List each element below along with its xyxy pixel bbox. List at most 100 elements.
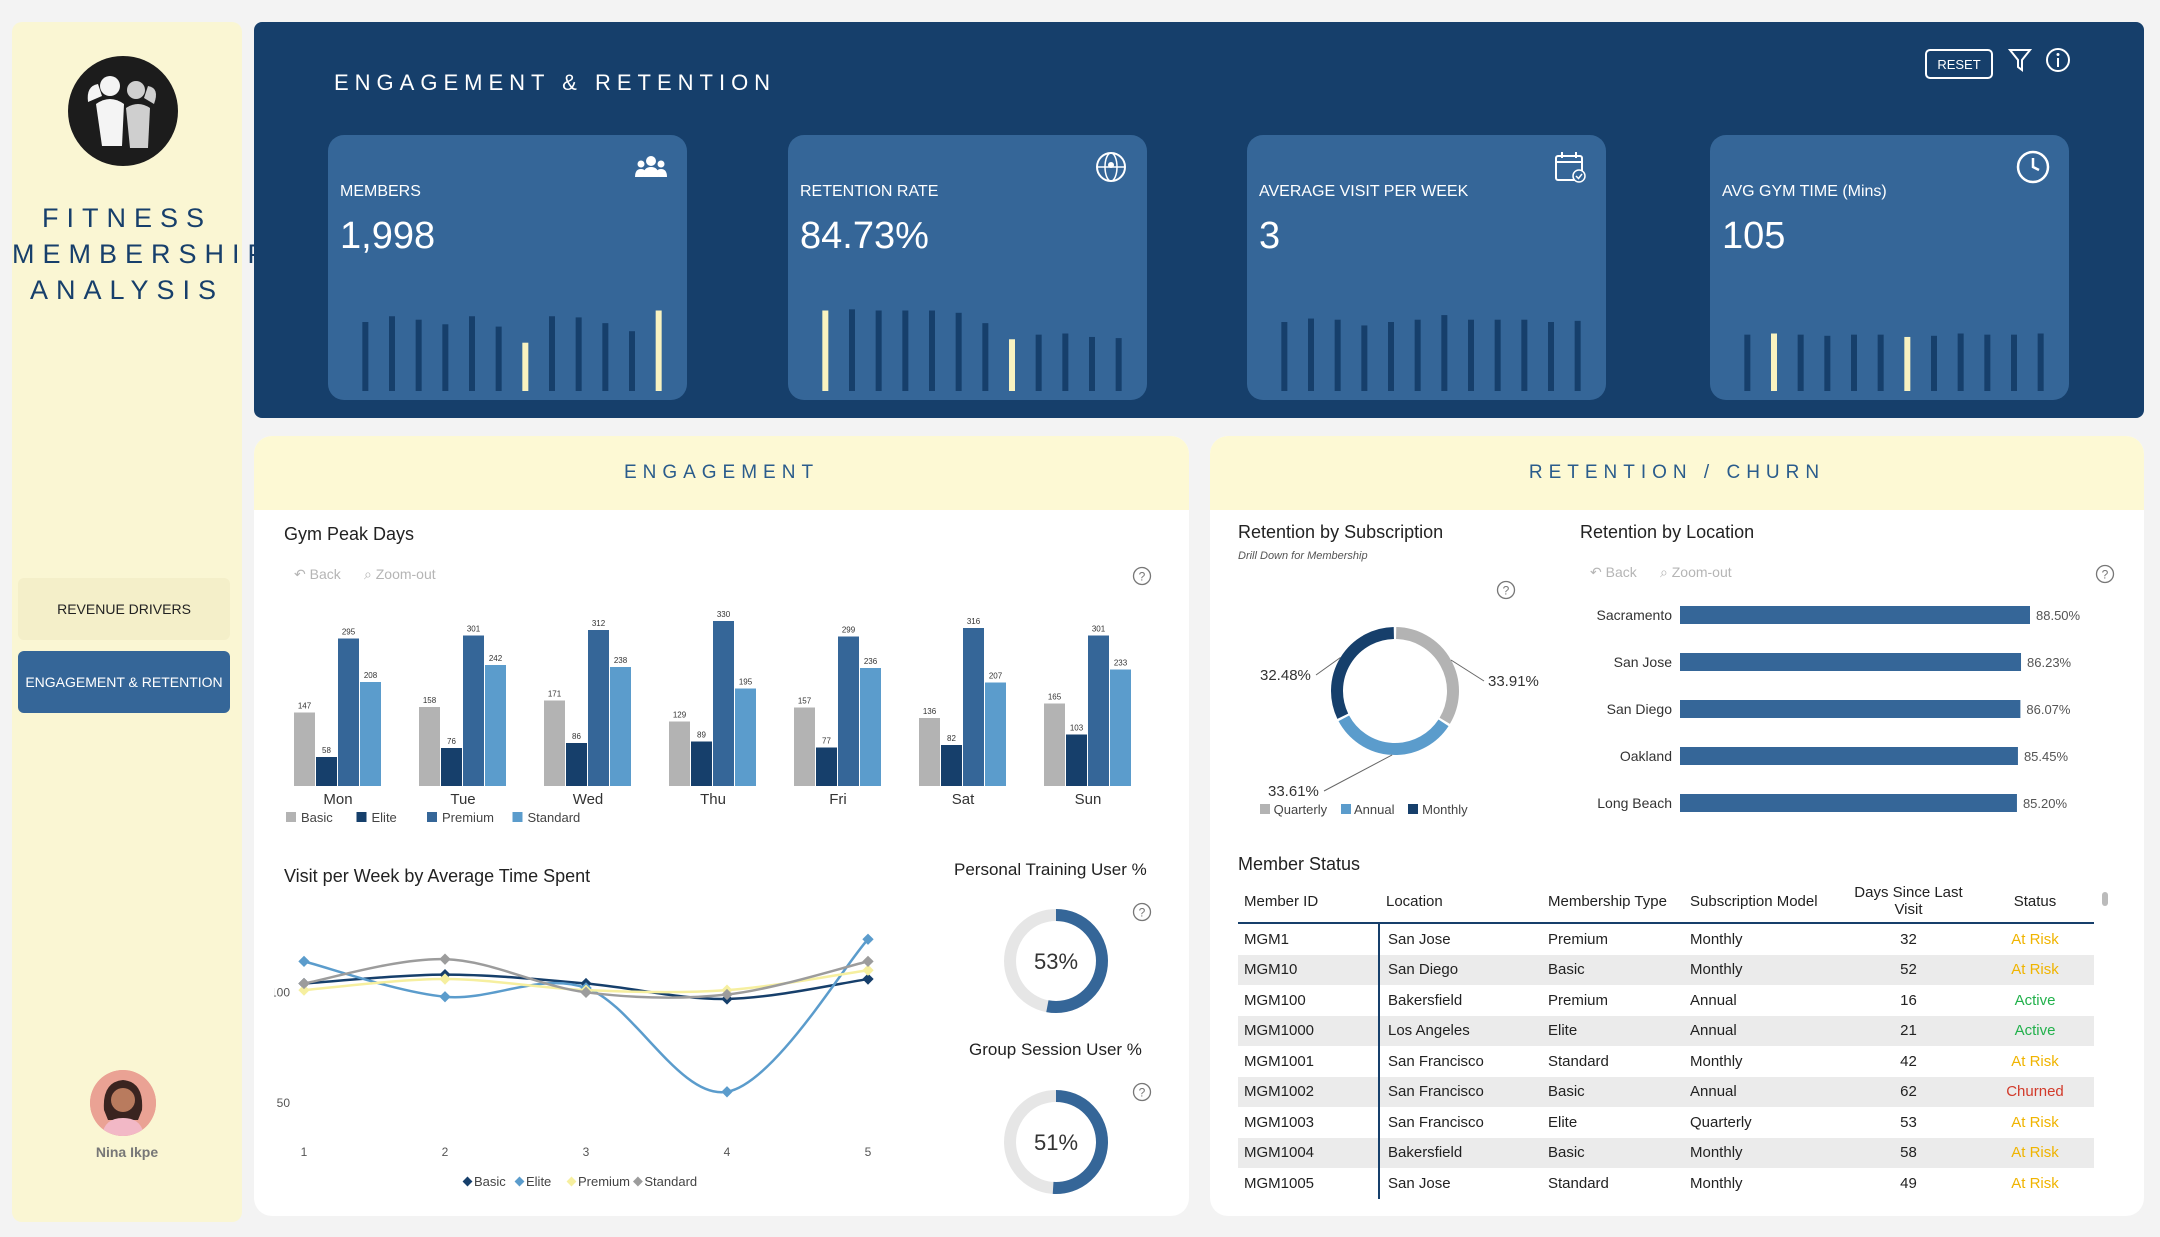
zoom-out-button[interactable]: ⌕ Zoom-out (364, 566, 436, 582)
data-label: 33.91% (1488, 673, 1539, 690)
table-row[interactable]: MGM1005 San Jose Standard Monthly 49 At Risk (1238, 1168, 2094, 1199)
user-name: Nina Ikpe (95, 1144, 159, 1160)
sparkline-bar (442, 324, 449, 391)
table-row[interactable]: MGM1001 San Francisco Standard Monthly 42 At … (1238, 1046, 2094, 1077)
back-button[interactable]: ↶ Back (1590, 564, 1637, 580)
sparkline-bar (495, 326, 502, 391)
table-row[interactable]: MGM1003 San Francisco Elite Quarterly 53 At R… (1238, 1107, 2094, 1138)
column-header[interactable]: Location (1386, 892, 1443, 910)
table-header: Member ID Location Membership Type Subsc… (1238, 880, 2094, 924)
nav-revenue-drivers[interactable]: REVENUE DRIVERS (18, 578, 230, 640)
legend-label: Quarterly (1273, 802, 1328, 817)
svg-text:?: ? (2102, 568, 2109, 582)
filter-icon[interactable] (2006, 46, 2034, 74)
kpi-label: RETENTION RATE (800, 183, 939, 200)
data-label: 171 (548, 690, 562, 699)
legend-item: Quarterly (1260, 802, 1327, 817)
leader-line (1450, 659, 1485, 682)
status-cell: Churned (2006, 1083, 2064, 1101)
table-cell: San Francisco (1378, 1046, 1544, 1077)
pt-users-gauge: 53% (1004, 909, 1108, 1013)
back-label: Back (1605, 564, 1637, 580)
data-label: 32.48% (1260, 667, 1311, 684)
y-tick-label: 100 (274, 985, 290, 999)
sparkline-bar (1089, 336, 1095, 391)
brand-line: ANALYSIS (29, 275, 225, 305)
column-header[interactable]: Subscription Model (1690, 892, 1818, 910)
data-label: 88.50% (2036, 608, 2081, 623)
legend-label: Basic (474, 1174, 506, 1189)
x-tick-label: Sat (952, 791, 975, 808)
table-cell: Annual (1690, 1022, 1737, 1040)
bar (294, 712, 315, 786)
legend-swatch (462, 1176, 473, 1187)
column-header[interactable]: Status (2013, 892, 2057, 910)
zoom-out-button[interactable]: ⌕ Zoom-out (1660, 564, 1732, 580)
data-label: 242 (489, 654, 503, 663)
data-label: 86.07% (2026, 702, 2071, 717)
data-label: 85.45% (2024, 749, 2069, 764)
table-scrollbar[interactable] (2102, 892, 2108, 906)
table-row[interactable]: MGM1 San Jose Premium Monthly 32 At Risk (1238, 924, 2094, 955)
bar (941, 745, 962, 786)
info-icon[interactable] (2044, 46, 2072, 74)
data-label: 158 (423, 696, 437, 705)
legend-item: Monthly (1408, 802, 1468, 817)
bar (1066, 734, 1087, 786)
table-cell: Basic (1548, 961, 1585, 979)
table-row[interactable]: MGM1000 Los Angeles Elite Annual 21 Active (1238, 1015, 2094, 1046)
bar (441, 748, 462, 786)
table-row[interactable]: MGM1004 Bakersfield Basic Monthly 58 At Risk (1238, 1137, 2094, 1168)
table-cell: 21 (1900, 1022, 1917, 1040)
status-cell: At Risk (2011, 1174, 2059, 1192)
kpi-card-average-visit: AVERAGE VISIT PER WEEK 3 (1247, 135, 1606, 400)
help-icon[interactable]: ? (1132, 566, 1152, 586)
kpi-sparkline (1744, 333, 2044, 391)
help-icon[interactable]: ? (1132, 902, 1152, 922)
back-button[interactable]: ↶ Back (294, 566, 341, 582)
data-label: 33.61% (1268, 783, 1319, 800)
sparkline-bar (1521, 319, 1528, 391)
gym-peak-days-chart: 147 58 295 208 Mon 158 76 301 242 Tue 171 86 312 238 W… (286, 610, 1131, 825)
help-icon[interactable]: ? (1132, 1082, 1152, 1102)
bar (963, 628, 984, 786)
column-header[interactable]: Days Since Last Visit (1854, 884, 1963, 918)
panel-title: ENGAGEMENT (254, 436, 1189, 510)
column-header[interactable]: Member ID (1244, 892, 1319, 910)
table-cell: MGM1002 (1244, 1083, 1315, 1101)
help-icon[interactable]: ? (2095, 564, 2115, 584)
bar (1110, 669, 1131, 786)
sparkline-bar (2037, 333, 2044, 391)
sparkline-bar (902, 310, 909, 391)
nav-engagement-retention[interactable]: ENGAGEMENT & RETENTION (18, 651, 230, 713)
brand-line: MEMBERSHIP (12, 239, 274, 269)
reset-button[interactable]: RESET (1925, 49, 1993, 79)
donut-slice (1331, 627, 1395, 719)
legend-label: Elite (526, 1174, 551, 1189)
table-cell: MGM10 (1244, 961, 1298, 979)
table-cell: Elite (1548, 1022, 1578, 1040)
table-row[interactable]: MGM1002 San Francisco Basic Annual 62 Churned (1238, 1076, 2094, 1107)
retention-panel: RETENTION / CHURN Retention by Subscript… (1210, 436, 2144, 1216)
bar (588, 630, 609, 786)
chart-title-visit-week: Visit per Week by Average Time Spent (284, 866, 591, 886)
table-row[interactable]: MGM10 San Diego Basic Monthly 52 At Risk (1238, 954, 2094, 985)
table-cell: 42 (1900, 1052, 1917, 1070)
column-header[interactable]: Membership Type (1548, 892, 1667, 910)
table-cell: San Francisco (1378, 1107, 1544, 1138)
sparkline-bar (1468, 319, 1474, 391)
table-cell: Monthly (1690, 1174, 1743, 1192)
table-cell: Bakersfield (1378, 985, 1544, 1016)
brand-line: FITNESS (41, 203, 212, 233)
bar (1088, 635, 1109, 786)
donut-slice (1338, 715, 1449, 755)
engagement-panel: ENGAGEMENT Gym Peak Days ↶ Back ⌕ Zoom-o… (254, 436, 1189, 1216)
table-row[interactable]: MGM100 Bakersfield Premium Annual 16 Active (1238, 985, 2094, 1016)
table-body: MGM1 San Jose Premium Monthly 32 At Risk MGM10… (1238, 924, 2094, 1199)
sparkline-bar (469, 316, 475, 391)
help-icon[interactable]: ? (1496, 580, 1516, 600)
table-cell: Premium (1548, 991, 1609, 1009)
sparkline-bar (1574, 320, 1581, 391)
sparkline-bar (522, 342, 529, 391)
data-label: 136 (923, 707, 937, 716)
